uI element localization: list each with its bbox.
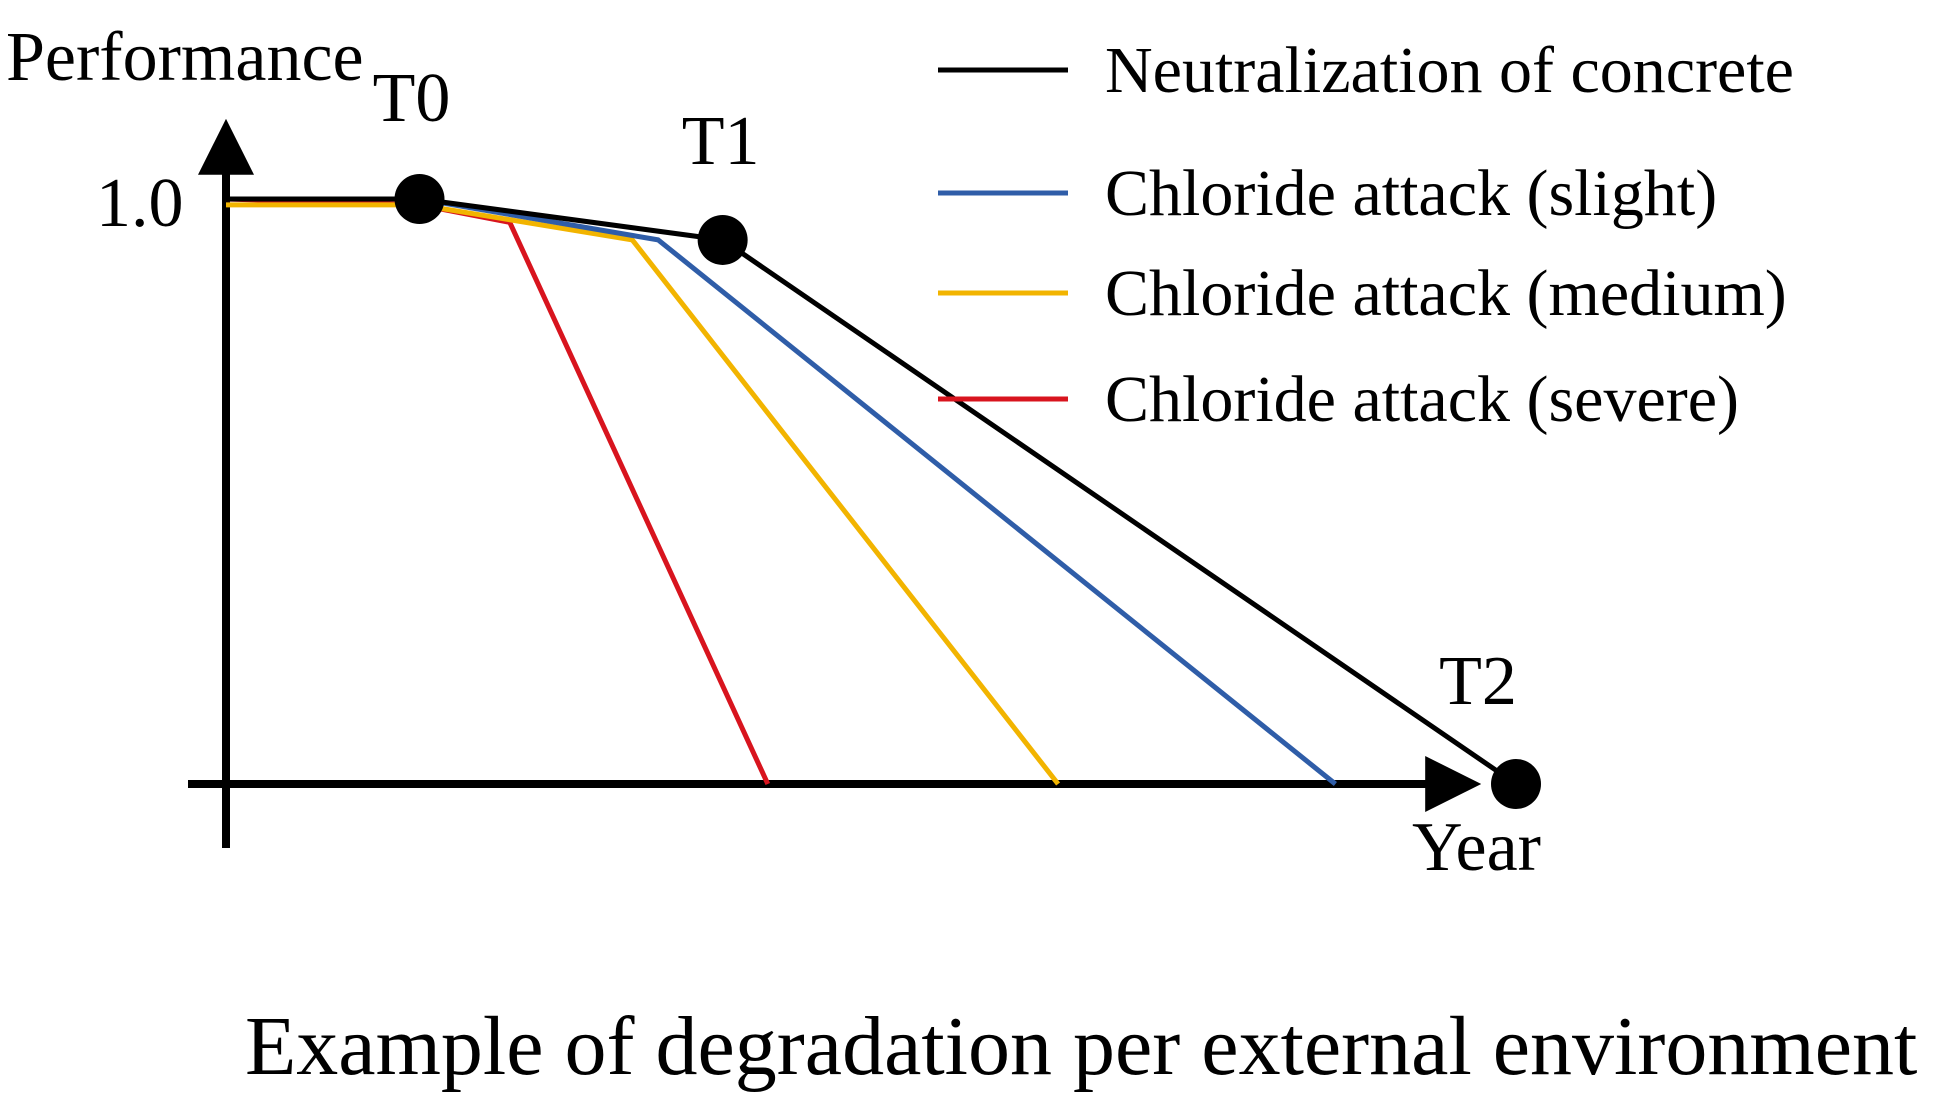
marker-label-t0: T0: [373, 60, 451, 137]
marker-t0: [394, 174, 445, 224]
figure-caption: Example of degradation per external envi…: [245, 1000, 1918, 1093]
legend-label-neutralization: Neutralization of concrete: [1105, 34, 1794, 107]
legend-label-chloride-medium: Chloride attack (medium): [1105, 257, 1787, 330]
legend-label-chloride-slight: Chloride attack (slight): [1105, 157, 1717, 230]
marker-label-t1: T1: [682, 103, 760, 180]
marker-label-t2: T2: [1439, 643, 1517, 720]
y-axis-label: Performance: [6, 19, 364, 96]
marker-layer: T0 T1 T2: [373, 60, 1541, 809]
legend: Neutralization of concrete Chloride atta…: [938, 34, 1794, 436]
series-line-neutralization-of-concrete: [226, 196, 1518, 787]
series-line-chloride-attack-medium: [226, 202, 1061, 786]
x-axis-label: Year: [1412, 809, 1541, 886]
y-tick-label-1-0: 1.0: [96, 165, 184, 242]
marker-t2: [1491, 759, 1541, 809]
legend-label-chloride-severe: Chloride attack (severe): [1105, 363, 1739, 436]
marker-t1: [697, 214, 748, 265]
series-layer: [225, 196, 1518, 787]
series-line-chloride-attack-severe: [225, 196, 771, 786]
